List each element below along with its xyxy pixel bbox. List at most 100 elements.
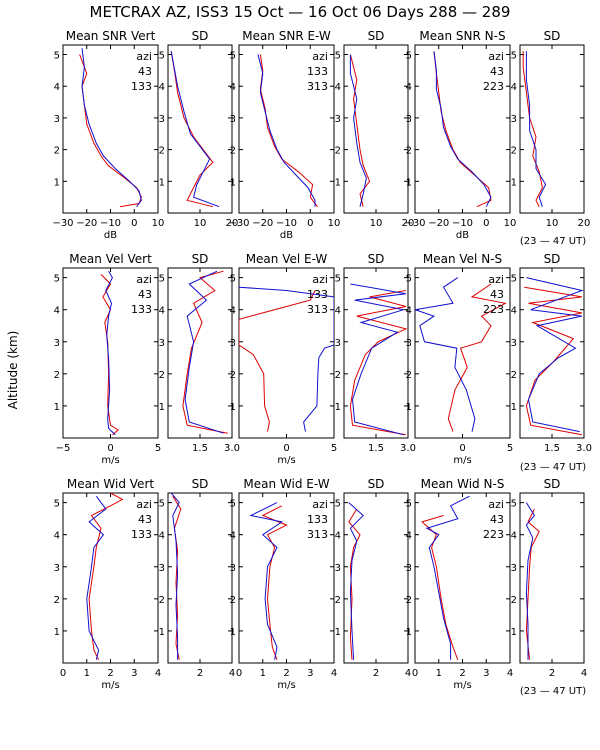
y-tick-label: 3 <box>159 338 165 349</box>
x-tick-label: −5 <box>56 443 71 454</box>
series-line-red-133 <box>239 290 316 432</box>
y-tick-label: 2 <box>406 370 412 381</box>
y-tick-label: 1 <box>54 627 60 638</box>
x-axis-label: dB <box>456 230 469 241</box>
series-line-red-43 <box>421 515 459 660</box>
y-tick-label: 5 <box>230 499 236 510</box>
x-tick-label: 0 <box>459 443 465 454</box>
x-tick-label: 0 <box>412 668 418 679</box>
x-axis-label: dB <box>104 230 117 241</box>
series-line-red-43 <box>525 508 540 660</box>
panel-title: Mean Wid E-W <box>243 477 329 491</box>
y-tick-label: 5 <box>511 274 517 285</box>
panel-vel-ns-sd: SD 1 2 3 4 5 1.5 3.0 <box>511 252 592 454</box>
panel-title: Mean SNR Vert <box>66 29 156 43</box>
x-tick-label: 4 <box>155 668 161 679</box>
legend-red: 43 <box>138 513 152 526</box>
panel-wid-vert-sd: SD 1 2 3 4 5 2 4 <box>159 477 236 679</box>
x-tick-label: 3.0 <box>576 443 592 454</box>
x-tick-label: 2 <box>283 668 289 679</box>
y-tick-label: 1 <box>335 627 341 638</box>
legend-title: azi <box>488 50 504 63</box>
y-tick-label: 2 <box>159 146 165 157</box>
series-line-red-43 <box>433 51 492 208</box>
y-tick-label: 5 <box>230 51 236 62</box>
panel-title: Mean SNR N-S <box>419 29 505 43</box>
y-tick-label: 5 <box>159 499 165 510</box>
x-tick-label: 2 <box>373 668 379 679</box>
x-tick-label: 1.5 <box>192 443 208 454</box>
legend-title: azi <box>312 50 328 63</box>
x-tick-label: 4 <box>229 668 235 679</box>
y-tick-label: 5 <box>511 51 517 62</box>
y-tick-label: 1 <box>406 177 412 188</box>
series-line-blue-223 <box>525 51 547 207</box>
panel-snr-vert-sd: SD 1 2 3 4 5 10 20 <box>159 29 239 229</box>
panel-snr-ew: Mean SNR E-W 1 2 3 4 5 −30 −20 −10 0 10 dB azi 133 313 <box>228 29 340 241</box>
series-line-blue-133 <box>170 493 180 660</box>
legend-title: azi <box>136 498 152 511</box>
series-line-blue-223 <box>525 502 536 660</box>
x-tick-label: 10 <box>152 218 165 229</box>
x-tick-label: 1 <box>436 668 442 679</box>
series-line-blue-223 <box>433 51 492 207</box>
x-tick-label: 10 <box>504 218 517 229</box>
y-tick-label: 4 <box>159 306 165 317</box>
legend-blue: 133 <box>131 80 152 93</box>
figure-title: METCRAX AZ, ISS3 15 Oct — 16 Oct 06 Days… <box>90 3 511 21</box>
y-tick-label: 3 <box>335 114 341 125</box>
y-tick-label: 4 <box>335 82 341 93</box>
x-tick-label: 10 <box>328 218 341 229</box>
panel-vel-vert-sd: SD 1 2 3 4 5 1.5 3.0 <box>159 252 240 454</box>
panel-title: SD <box>368 29 385 43</box>
y-tick-label: 2 <box>406 146 412 157</box>
y-tick-label: 5 <box>335 274 341 285</box>
series-line-red-43 <box>170 51 214 208</box>
legend-blue: 313 <box>307 80 328 93</box>
series-line-blue-133 <box>86 495 107 660</box>
series-line-blue-223 <box>526 277 584 433</box>
y-tick-label: 4 <box>230 306 236 317</box>
series-line-red-43 <box>524 286 582 436</box>
panel-title: SD <box>544 477 561 491</box>
series-line-blue-313 <box>239 286 334 432</box>
x-tick-label: 3.0 <box>224 443 240 454</box>
y-tick-label: 4 <box>54 531 60 542</box>
x-tick-label: 2 <box>197 668 203 679</box>
x-tick-label: 0 <box>236 668 242 679</box>
y-tick-label: 1 <box>159 627 165 638</box>
x-tick-label: −10 <box>452 218 473 229</box>
y-tick-label: 2 <box>159 370 165 381</box>
y-tick-label: 3 <box>406 338 412 349</box>
series-line-blue-133 <box>170 51 220 208</box>
time-note-row2: (23 — 47 UT) <box>520 462 586 473</box>
y-tick-label: 2 <box>335 146 341 157</box>
y-tick-label: 2 <box>511 146 517 157</box>
legend-title: azi <box>488 498 504 511</box>
x-tick-label: 2 <box>107 668 113 679</box>
y-tick-label: 4 <box>230 531 236 542</box>
y-tick-label: 5 <box>54 499 60 510</box>
legend-blue: 223 <box>483 303 504 316</box>
x-tick-label: 3 <box>483 668 489 679</box>
panel-title: SD <box>544 29 561 43</box>
y-tick-label: 1 <box>159 402 165 413</box>
y-tick-label: 1 <box>335 402 341 413</box>
legend-title: azi <box>312 273 328 286</box>
panel-title: Mean Vel E-W <box>246 252 328 266</box>
x-tick-label: −30 <box>228 218 249 229</box>
time-note-row1: (23 — 47 UT) <box>520 236 586 247</box>
time-note-row3: (23 — 47 UT) <box>520 686 586 697</box>
y-tick-label: 3 <box>54 563 60 574</box>
panel-frame <box>343 492 409 664</box>
x-axis-label: m/s <box>277 680 295 691</box>
y-tick-label: 3 <box>230 338 236 349</box>
x-tick-label: −10 <box>276 218 297 229</box>
